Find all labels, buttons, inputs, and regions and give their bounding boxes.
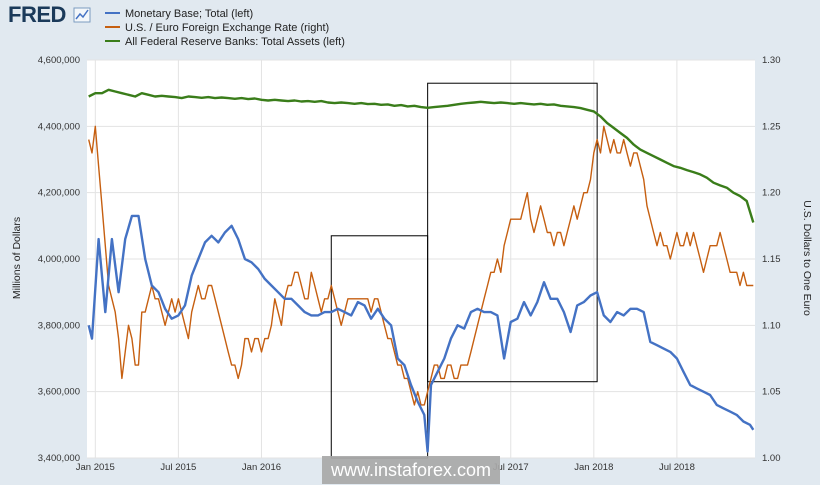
fred-logo: FRED bbox=[8, 2, 66, 27]
y-tick-left: 3,600,000 bbox=[38, 387, 80, 398]
header: FRED bbox=[8, 2, 91, 27]
right-axis-ticks: 1.30 1.25 1.20 1.15 1.10 1.05 1.00 bbox=[762, 55, 781, 464]
legend: Monetary Base; Total (left) U.S. / Euro F… bbox=[105, 8, 345, 48]
legend-label-0: Monetary Base; Total (left) bbox=[125, 8, 253, 20]
series-line-0 bbox=[87, 214, 755, 453]
x-tick-label: Jan 2018 bbox=[574, 462, 613, 473]
y-tick-left: 4,400,000 bbox=[38, 121, 80, 132]
x-tick-label: Jul 2018 bbox=[659, 462, 695, 473]
x-axis-ticks: Jan 2015 Jul 2015 Jan 2016 Jul 2017 Jan 2018… bbox=[76, 462, 695, 473]
y-tick-left: 3,400,000 bbox=[38, 453, 80, 464]
y-tick-right: 1.10 bbox=[762, 320, 781, 331]
x-tick-label: Jan 2016 bbox=[242, 462, 281, 473]
series-lines bbox=[87, 88, 755, 453]
series-line-2 bbox=[88, 88, 755, 223]
y-tick-left: 3,800,000 bbox=[38, 320, 80, 331]
y-tick-right: 1.25 bbox=[762, 121, 781, 132]
y-tick-left: 4,600,000 bbox=[38, 55, 80, 66]
y-tick-right: 1.05 bbox=[762, 387, 781, 398]
right-axis-title: U.S. Dollars to One Euro bbox=[801, 200, 813, 316]
series-line-1 bbox=[88, 125, 754, 406]
left-axis-title: Millions of Dollars bbox=[11, 217, 23, 299]
y-tick-left: 4,200,000 bbox=[38, 188, 80, 199]
x-tick-label: Jul 2015 bbox=[160, 462, 196, 473]
x-tick-label: Jul 2017 bbox=[493, 462, 529, 473]
y-tick-left: 4,000,000 bbox=[38, 254, 80, 265]
line-chart-icon bbox=[73, 7, 91, 23]
annotation-box-1 bbox=[427, 82, 598, 383]
y-tick-right: 1.30 bbox=[762, 55, 781, 66]
x-tick-label: Jan 2015 bbox=[76, 462, 115, 473]
legend-label-1: U.S. / Euro Foreign Exchange Rate (right… bbox=[125, 22, 329, 34]
watermark: www.instaforex.com bbox=[322, 456, 500, 484]
legend-label-2: All Federal Reserve Banks: Total Assets … bbox=[125, 36, 345, 48]
watermark-text: www.instaforex.com bbox=[330, 460, 491, 480]
y-tick-right: 1.00 bbox=[762, 453, 781, 464]
grid bbox=[87, 59, 755, 459]
left-axis-ticks: 4,600,000 4,400,000 4,200,000 4,000,000 3,80… bbox=[38, 55, 80, 464]
y-tick-right: 1.20 bbox=[762, 188, 781, 199]
y-tick-right: 1.15 bbox=[762, 254, 781, 265]
